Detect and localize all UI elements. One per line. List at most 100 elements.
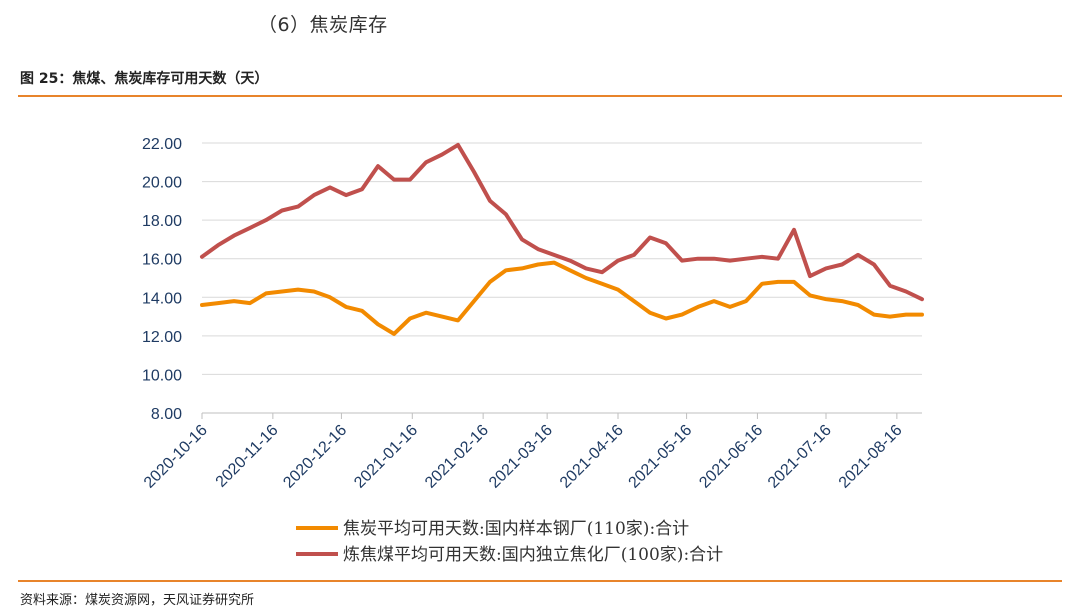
data-point xyxy=(312,290,316,293)
data-point xyxy=(680,313,684,316)
data-point xyxy=(584,276,588,280)
data-point xyxy=(264,292,268,295)
data-point xyxy=(312,193,316,197)
x-tick-label: 2021-02-16 xyxy=(422,422,492,492)
data-point xyxy=(792,228,796,231)
data-point xyxy=(440,315,444,318)
x-tick-label: 2021-06-16 xyxy=(696,422,766,492)
data-point xyxy=(776,280,780,284)
data-point xyxy=(632,253,636,257)
data-point xyxy=(760,282,764,285)
y-tick-label: 22.00 xyxy=(142,136,182,153)
y-tick-label: 10.00 xyxy=(142,367,182,384)
data-point xyxy=(824,298,828,301)
data-point xyxy=(824,267,828,270)
data-point xyxy=(600,282,604,285)
data-point xyxy=(696,305,700,309)
data-point xyxy=(888,315,892,318)
x-tick-label: 2021-05-16 xyxy=(626,422,696,492)
legend-label-2: 炼焦煤平均可用天数:国内独立焦化厂(100家):合计 xyxy=(343,545,723,565)
data-point xyxy=(904,290,908,293)
data-point xyxy=(536,263,540,266)
data-point xyxy=(216,244,220,247)
y-tick-label: 18.00 xyxy=(142,213,182,230)
data-point xyxy=(264,218,268,222)
source-note: 资料来源：煤炭资源网，天风证券研究所 xyxy=(20,593,255,608)
data-point xyxy=(424,311,428,314)
data-point xyxy=(216,301,220,305)
data-point xyxy=(456,319,460,322)
series-line-1 xyxy=(200,260,924,336)
chart-grid xyxy=(202,142,922,414)
data-point xyxy=(872,313,876,316)
data-point xyxy=(920,313,924,316)
data-point xyxy=(248,301,252,305)
y-tick-label: 14.00 xyxy=(142,290,182,307)
data-point xyxy=(504,269,508,272)
data-point xyxy=(552,261,556,264)
data-point xyxy=(520,238,524,241)
data-point xyxy=(808,294,812,297)
data-point xyxy=(488,199,492,203)
data-point xyxy=(488,280,492,284)
data-point xyxy=(360,188,364,191)
figure-title: 图 25：焦煤、焦炭库存可用天数（天） xyxy=(20,71,269,87)
bottom-rule xyxy=(18,580,1062,582)
data-point xyxy=(248,226,252,230)
data-point xyxy=(440,153,444,156)
data-point xyxy=(408,178,412,181)
data-point xyxy=(888,284,892,287)
data-point xyxy=(200,303,204,307)
data-point xyxy=(344,193,348,197)
data-point xyxy=(568,259,572,262)
data-point xyxy=(280,209,284,212)
data-point xyxy=(872,263,876,266)
data-point xyxy=(568,269,572,272)
data-point xyxy=(520,267,524,270)
y-tick-label: 16.00 xyxy=(142,252,182,269)
section-title: （6）焦炭库存 xyxy=(258,14,388,36)
data-point xyxy=(200,255,204,258)
data-point xyxy=(472,299,476,303)
data-point xyxy=(280,290,284,293)
x-tick-label: 2021-08-16 xyxy=(836,422,906,492)
x-tick-label: 2021-01-16 xyxy=(351,422,421,492)
data-point xyxy=(456,143,460,147)
data-point xyxy=(904,313,908,316)
data-point xyxy=(712,299,716,303)
data-point xyxy=(776,257,780,260)
data-point xyxy=(856,253,860,257)
data-point xyxy=(584,267,588,270)
data-point xyxy=(856,303,860,307)
data-point xyxy=(728,305,732,309)
data-point xyxy=(328,186,332,189)
data-point xyxy=(760,255,764,258)
data-point xyxy=(744,299,748,303)
series-line-2 xyxy=(200,142,924,302)
data-point xyxy=(504,213,508,216)
data-point xyxy=(376,164,380,168)
data-point xyxy=(536,247,540,251)
data-point xyxy=(616,259,620,262)
x-tick-label: 2021-07-16 xyxy=(765,422,835,492)
legend-label-1: 焦炭平均可用天数:国内样本钢厂(110家):合计 xyxy=(343,519,689,539)
data-point xyxy=(360,309,364,312)
x-tick-label: 2020-11-16 xyxy=(213,422,282,491)
x-tick-label: 2020-10-16 xyxy=(141,422,211,492)
data-point xyxy=(392,332,396,336)
y-axis: 8.00 10.00 12.00 14.00 16.00 18.00 20.00 22.00 xyxy=(142,136,182,423)
chart-lines xyxy=(200,142,924,336)
data-point xyxy=(680,259,684,262)
data-point xyxy=(696,257,700,260)
data-point xyxy=(840,299,844,303)
data-point xyxy=(616,288,620,291)
data-point xyxy=(632,299,636,303)
top-rule xyxy=(18,95,1062,97)
data-point xyxy=(472,170,476,174)
data-point xyxy=(392,178,396,181)
data-point xyxy=(552,253,556,257)
data-point xyxy=(296,288,300,291)
x-tick-label: 2021-04-16 xyxy=(557,422,627,492)
data-point xyxy=(232,234,236,237)
